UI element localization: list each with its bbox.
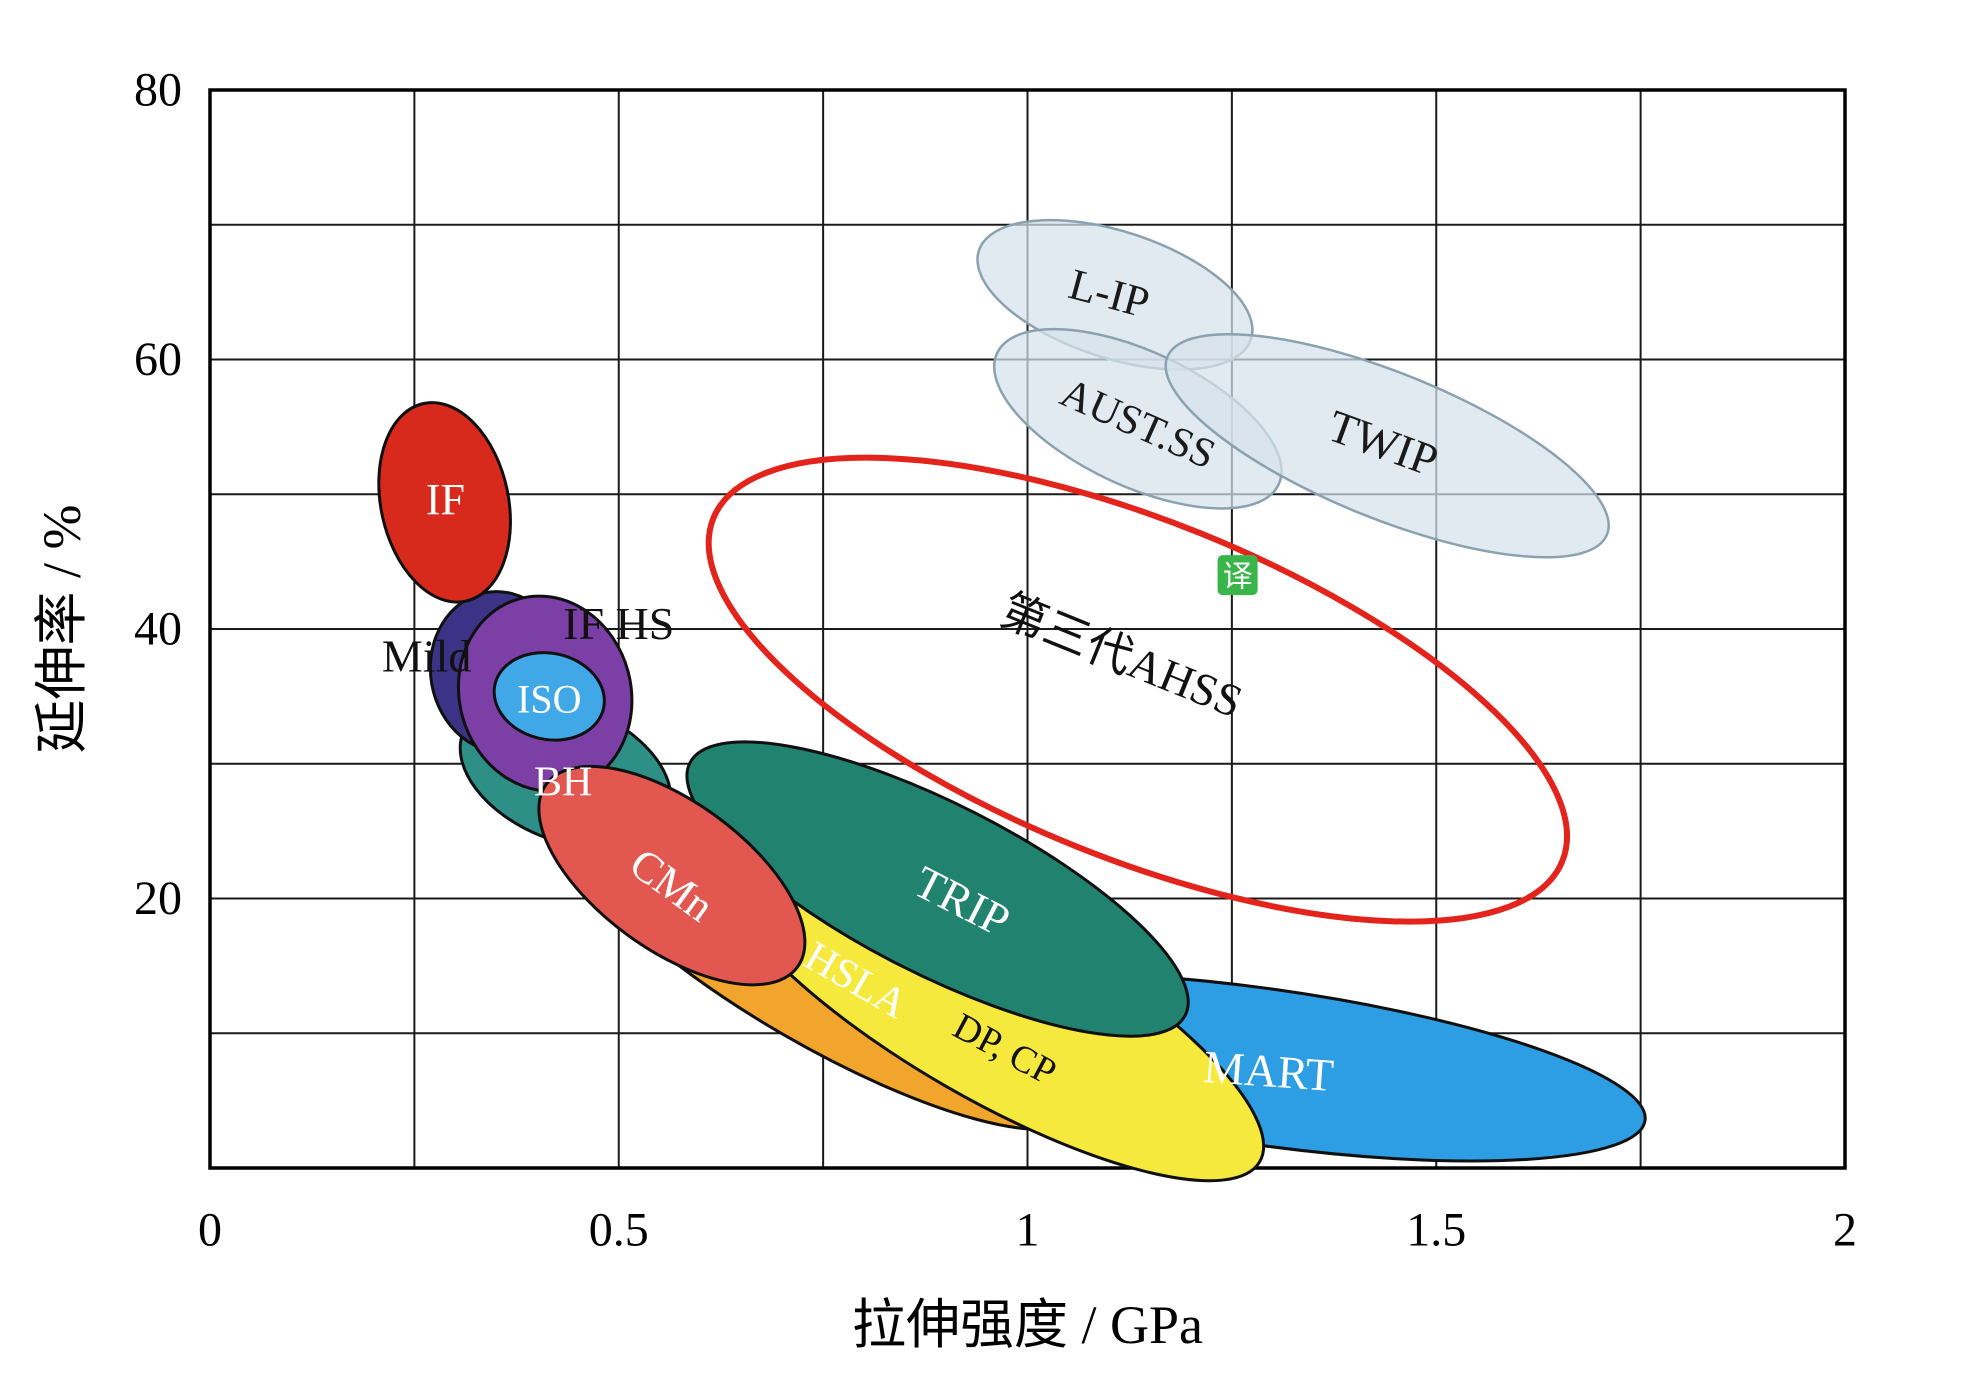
y-tick-label: 80 [134,64,182,117]
region-ellipse-if [377,401,512,604]
translate-badge-background[interactable] [1217,555,1258,596]
x-tick-label: 0 [198,1204,222,1257]
region-label-if: IF [426,475,465,524]
plot-border [208,88,1847,1170]
region-ellipse-gen3-outline [705,454,1570,925]
region-ellipse-twip [1164,332,1610,559]
x-tick-label: 1.5 [1406,1204,1466,1257]
annotation-mild-label: Mild [382,630,471,681]
x-tick-label: 0.5 [589,1204,649,1257]
region-iso [492,651,606,742]
region-trip [685,740,1190,1038]
annotation-gen3-ahss-label: 第三代AHSS [993,584,1249,727]
region-ellipse-iso [492,651,606,742]
region-ellipse-cmn [537,764,807,987]
region-twip [1164,332,1610,559]
y-axis-title: 延伸率 / % [32,505,92,754]
translate-badge[interactable]: 译 [1217,555,1258,596]
x-tick-label: 1 [1016,1204,1040,1257]
y-tick-label: 20 [134,872,182,925]
region-label-bh: BH [534,760,592,806]
region-label-iso: ISO [517,677,581,722]
x-axis-title: 拉伸强度 / GPa [852,1295,1203,1355]
x-tick-label: 2 [1833,1204,1857,1257]
region-label-mart: MART [1202,1041,1335,1101]
y-tick-label: 40 [134,603,182,656]
y-tick-label: 60 [134,333,182,386]
region-if [377,401,512,604]
region-ellipse-trip [685,740,1190,1038]
region-cmn [537,764,807,987]
region-gen3-outline [705,454,1570,925]
translate-badge-glyph: 译 [1223,561,1253,594]
annotation-if-hs-label: IF HS [563,598,674,649]
